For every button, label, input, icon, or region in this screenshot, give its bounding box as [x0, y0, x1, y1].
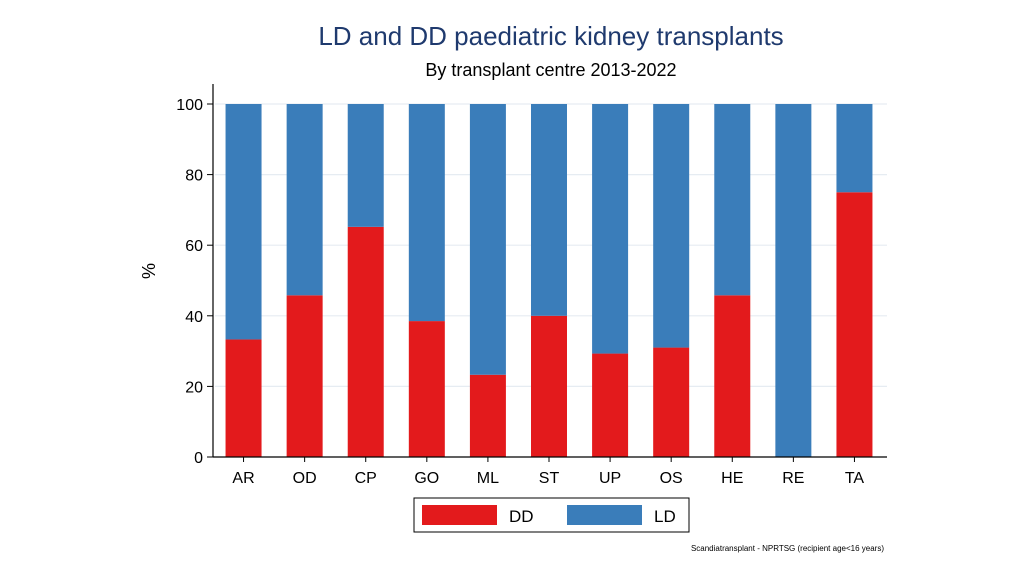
bar-dd-od	[286, 295, 323, 457]
bar-dd-ml	[469, 374, 506, 457]
source-note: Scandiatransplant - NPRTSG (recipient ag…	[691, 544, 884, 553]
bar-ld-re	[775, 104, 812, 457]
legend-swatch-dd	[422, 505, 497, 525]
bar-dd-ar	[225, 339, 262, 457]
x-tick-label: AR	[232, 470, 254, 487]
legend-label-dd: DD	[509, 507, 534, 526]
bar-ld-up	[592, 104, 629, 354]
bar-dd-cp	[347, 226, 384, 457]
bar-ld-st	[531, 104, 567, 316]
bar-dd-os	[653, 347, 690, 457]
x-tick-label: CP	[355, 470, 377, 487]
bar-dd-ta	[836, 192, 873, 457]
x-tick-label: GO	[414, 470, 439, 487]
y-ticks: 0 20 40 60 80 100	[176, 97, 213, 467]
x-tick-label: OD	[293, 470, 317, 487]
chart-title: LD and DD paediatric kidney transplants	[318, 21, 783, 51]
bar-ld-go	[408, 104, 445, 322]
bar-ld-he	[714, 104, 751, 296]
x-tick-label: UP	[599, 470, 621, 487]
x-tick-label: RE	[782, 470, 804, 487]
y-tick-label: 60	[185, 238, 203, 255]
bar-ld-ml	[469, 104, 506, 375]
legend-swatch-ld	[567, 505, 642, 525]
y-tick-label: 80	[185, 168, 203, 185]
legend-label-ld: LD	[654, 507, 676, 526]
x-tick-label: HE	[721, 470, 743, 487]
y-tick-label: 0	[194, 450, 203, 467]
y-axis-label: %	[139, 263, 159, 279]
y-tick-label: 100	[176, 97, 203, 114]
y-tick-label: 40	[185, 309, 203, 326]
bar-dd-he	[714, 295, 751, 457]
x-tick-label: TA	[845, 470, 865, 487]
bar-ld-od	[286, 104, 323, 296]
x-tick-label: ST	[539, 470, 560, 487]
chart-subtitle: By transplant centre 2013-2022	[425, 60, 676, 80]
legend: DD LD	[413, 497, 690, 533]
y-tick-label: 20	[185, 379, 203, 396]
bar-ld-ta	[836, 104, 873, 193]
x-tick-label: OS	[660, 470, 683, 487]
bar-ld-cp	[347, 104, 384, 227]
bar-dd-go	[408, 321, 445, 457]
bar-ld-ar	[225, 104, 262, 340]
axes	[212, 84, 887, 458]
bar-dd-up	[592, 353, 629, 457]
bar-ld-os	[653, 104, 690, 348]
x-ticks: AR OD CP GO ML ST UP OS HE RE TA	[232, 457, 864, 487]
x-tick-label: ML	[477, 470, 499, 487]
bars-group	[225, 104, 873, 457]
bar-dd-st	[531, 315, 567, 457]
